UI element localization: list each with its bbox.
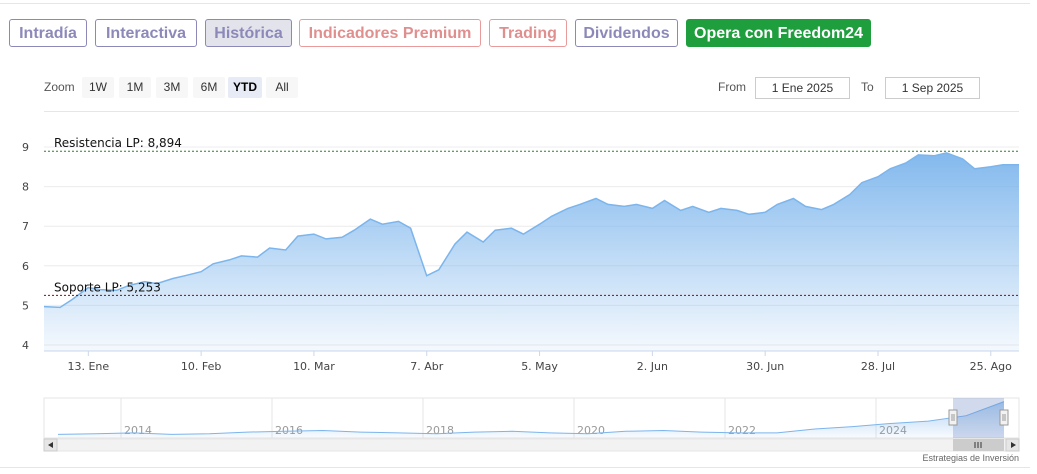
navigator-handle-right[interactable] [999,409,1009,426]
tab-interactiva[interactable]: Interactiva [95,19,197,47]
scroll-right-icon [1011,442,1016,448]
freedom24-button[interactable]: Opera con Freedom24 [686,19,871,47]
support-label: Soporte LP: 5,253 [54,280,161,294]
tab-historica[interactable]: Histórica [205,19,292,47]
y-tick-label: 6 [22,260,29,273]
to-date-input[interactable]: 1 Sep 2025 [885,77,980,99]
tab-dividendos[interactable]: Dividendos [575,19,678,47]
support-resistance-lines: Resistencia LP: 8,894 Soporte LP: 5,253 [44,136,1019,296]
resistance-label: Resistencia LP: 8,894 [54,136,182,150]
price-area-fill [44,152,1019,351]
zoom-1w-button[interactable]: 1W [82,77,114,98]
navigator-handle-left[interactable] [948,409,958,426]
to-label: To [861,80,874,94]
x-tick-label: 13. Ene [67,360,109,373]
tab-intradia[interactable]: Intradía [9,19,87,47]
tab-indicadores-premium[interactable]: Indicadores Premium [299,19,481,47]
x-tick-label: 10. Feb [181,360,221,373]
from-date-input[interactable]: 1 Ene 2025 [755,77,850,99]
bottom-divider [0,467,1030,468]
x-tick-label: 30. Jun [746,360,784,373]
zoom-1m-button[interactable]: 1M [119,77,151,98]
handle-body[interactable] [948,409,958,426]
tab-trading[interactable]: Trading [489,19,567,47]
x-tick-label: 7. Abr [410,360,443,373]
scrollbar-track[interactable] [43,438,1020,452]
y-tick-label: 7 [22,220,29,233]
top-divider [0,3,1030,4]
from-label: From [718,80,746,94]
scroll-left-icon [48,442,53,448]
x-tick-label: 28. Jul [861,360,895,373]
y-tick-label: 8 [22,181,29,194]
x-tick-label: 5. May [521,360,558,373]
toolbar-divider [44,111,1019,112]
y-tick-label: 9 [22,141,29,154]
navigator-line [57,401,1005,435]
zoom-all-button[interactable]: All [266,77,298,98]
chart-credit: Estrategias de Inversión [922,453,1019,463]
zoom-ytd-button[interactable]: YTD [228,77,262,98]
navigator-area [58,401,1004,438]
x-axis-labels: 13. Ene 10. Feb 10. Mar 7. Abr 5. May 2. Jun 3… [67,351,1012,373]
zoom-6m-button[interactable]: 6M [193,77,225,98]
zoom-3m-button[interactable]: 3M [156,77,188,98]
navigator-selection[interactable] [953,398,1004,438]
y-axis-labels: 4 5 6 7 8 9 [22,141,29,352]
x-tick-label: 25. Ago [970,360,1012,373]
x-tick-label: 2. Jun [637,360,668,373]
price-area [43,152,1019,351]
y-tick-label: 5 [22,299,29,312]
handle-body[interactable] [999,409,1009,426]
x-tick-label: 10. Mar [293,360,335,373]
navigator[interactable]: 201420162018202020222024 [43,397,1020,452]
zoom-label: Zoom [44,80,75,94]
price-line [43,152,1019,309]
y-tick-label: 4 [22,339,29,352]
